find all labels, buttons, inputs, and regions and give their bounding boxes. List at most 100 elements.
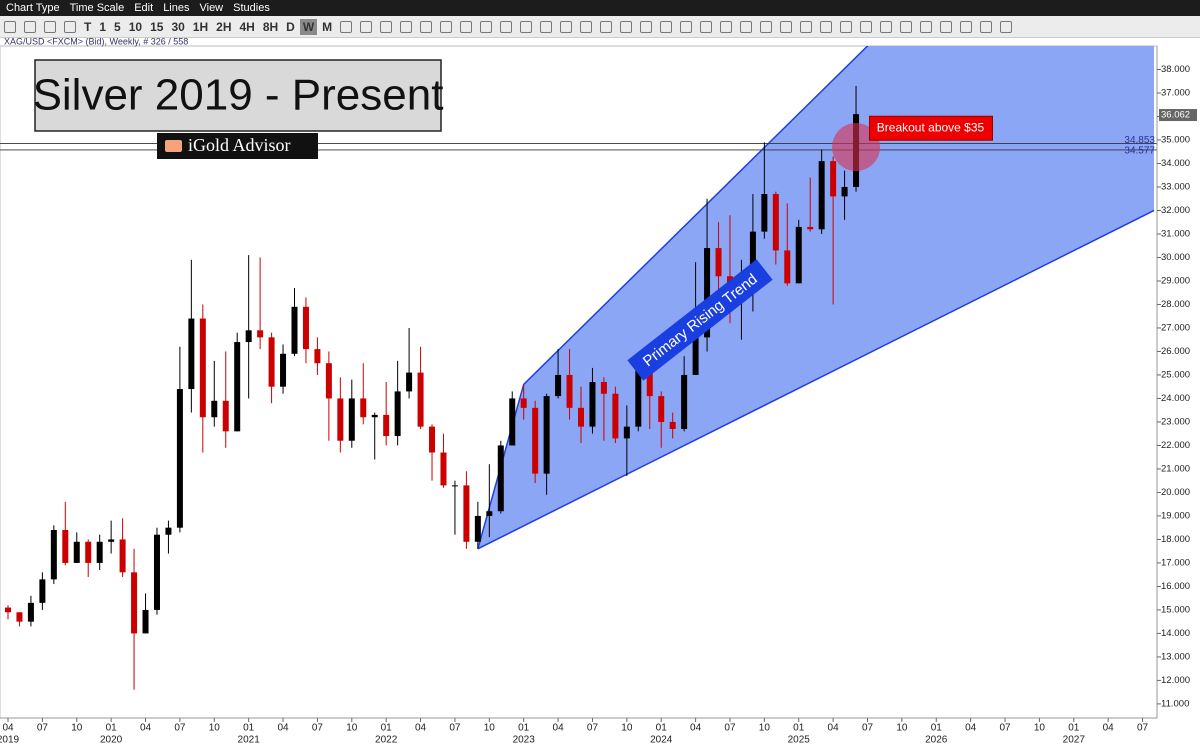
tool-icon[interactable] — [44, 20, 56, 33]
brand-box — [157, 133, 318, 159]
candle-body — [612, 393, 619, 439]
timeframe-button[interactable]: 4H — [239, 19, 255, 34]
candle-body — [681, 374, 688, 429]
menu-item[interactable]: Studies — [233, 2, 270, 14]
chart: XAG/USD <FXCM> (Bid), Weekly, # 326 / 55… — [0, 37, 1197, 746]
x-tick-label: 01 — [381, 723, 393, 734]
timeframe-button[interactable]: 30 — [171, 19, 185, 34]
x-tick-label: 10 — [759, 723, 771, 734]
timeframe-button[interactable]: D — [286, 19, 295, 34]
y-tick-label: 30.000 — [1161, 252, 1190, 263]
y-tick-label: 15.000 — [1161, 604, 1190, 615]
tool-icon[interactable] — [600, 20, 613, 33]
candle-body — [371, 414, 378, 418]
menu-item[interactable]: Lines — [163, 2, 190, 14]
tool-icon[interactable] — [400, 20, 413, 33]
timeframe-button[interactable]: 5 — [114, 19, 121, 34]
tool-icon[interactable] — [580, 20, 593, 33]
candle-body — [337, 398, 344, 441]
x-tick-label: 07 — [312, 723, 324, 734]
tool-icon[interactable] — [460, 20, 473, 33]
tool-icon[interactable] — [840, 20, 853, 33]
tool-icon[interactable] — [420, 20, 433, 33]
annotation-text: Breakout above $35 — [877, 120, 985, 134]
candle-body — [257, 330, 264, 338]
y-tick-label: 16.000 — [1161, 581, 1190, 592]
tool-icon[interactable] — [340, 20, 353, 33]
candle-body — [211, 400, 218, 418]
tool-icon[interactable] — [820, 20, 833, 33]
tool-icon[interactable] — [1000, 20, 1013, 33]
tool-icon[interactable] — [360, 20, 373, 33]
tool-icon[interactable] — [64, 20, 76, 33]
tool-icon[interactable] — [480, 20, 493, 33]
channel-lower-line — [477, 209, 1155, 550]
tool-icon[interactable] — [680, 20, 693, 33]
timeframe-button[interactable]: W — [299, 18, 318, 35]
tool-icon[interactable] — [620, 20, 633, 33]
x-tick-label: 04 — [277, 723, 289, 734]
last-price-box — [1159, 109, 1197, 122]
tool-icon[interactable] — [800, 20, 813, 33]
x-tick-label: 04 — [553, 723, 565, 734]
y-tick-label: 35.000 — [1161, 135, 1190, 146]
candle-body — [131, 572, 138, 634]
tool-icon[interactable] — [940, 20, 953, 33]
x-tick-label: 04 — [2, 723, 14, 734]
timeframe-button[interactable]: M — [322, 19, 333, 34]
tool-icon[interactable] — [960, 20, 973, 33]
tool-icon[interactable] — [4, 20, 16, 33]
candle-body — [646, 370, 653, 397]
tool-icon[interactable] — [700, 20, 713, 33]
menu-item[interactable]: View — [199, 2, 224, 14]
tool-icon[interactable] — [880, 20, 893, 33]
tool-icon[interactable] — [500, 20, 513, 33]
chart-header: XAG/USD <FXCM> (Bid), Weekly, # 326 / 55… — [4, 37, 188, 46]
tool-icon[interactable] — [780, 20, 793, 33]
candle-body — [406, 372, 413, 392]
menu-item[interactable]: Time Scale — [69, 2, 125, 14]
candle-body — [5, 607, 11, 613]
timeframe-button[interactable]: 10 — [128, 19, 143, 34]
y-tick-label: 28.000 — [1161, 299, 1190, 310]
tool-icon[interactable] — [740, 20, 753, 33]
tool-icon[interactable] — [24, 20, 36, 33]
tool-icon[interactable] — [980, 20, 993, 33]
y-tick-label: 25.000 — [1161, 369, 1190, 380]
tool-icon[interactable] — [900, 20, 913, 33]
tool-icon[interactable] — [860, 20, 873, 33]
candle-body — [818, 161, 825, 230]
tool-icon[interactable] — [380, 20, 393, 33]
tool-icon[interactable] — [920, 20, 933, 33]
menu-item[interactable]: Edit — [134, 2, 154, 14]
tool-icon[interactable] — [520, 20, 533, 33]
x-tick-label: 01 — [793, 723, 805, 734]
candle-body — [314, 349, 321, 364]
tool-icon[interactable] — [560, 20, 573, 33]
candle-body — [142, 609, 149, 634]
candle-body — [153, 534, 160, 610]
candle-body — [62, 530, 69, 563]
tool-icon[interactable] — [540, 20, 553, 33]
timeframe-button[interactable]: T — [84, 19, 92, 34]
tool-icon[interactable] — [640, 20, 653, 33]
menu-item[interactable]: Chart Type — [6, 2, 60, 14]
level-label: 34.577 — [1124, 146, 1155, 157]
candle-body — [589, 382, 596, 427]
x-tick-label: 04 — [140, 723, 152, 734]
tool-icon[interactable] — [660, 20, 673, 33]
timeframe-button[interactable]: 1H — [192, 19, 209, 34]
timeframe-button[interactable]: 2H — [216, 19, 232, 34]
candle-body — [704, 248, 711, 338]
candle-body — [360, 398, 367, 418]
tool-icon[interactable] — [720, 20, 733, 33]
candle-body — [119, 539, 126, 573]
tool-icon[interactable] — [760, 20, 773, 33]
breakout-highlight — [832, 123, 881, 172]
tool-icon[interactable] — [440, 20, 453, 33]
timeframe-button[interactable]: 1 — [99, 19, 107, 34]
timeframe-button[interactable]: 8H — [262, 19, 279, 34]
timeframe-button[interactable]: 15 — [150, 19, 164, 34]
x-year-label: 2022 — [375, 735, 398, 746]
